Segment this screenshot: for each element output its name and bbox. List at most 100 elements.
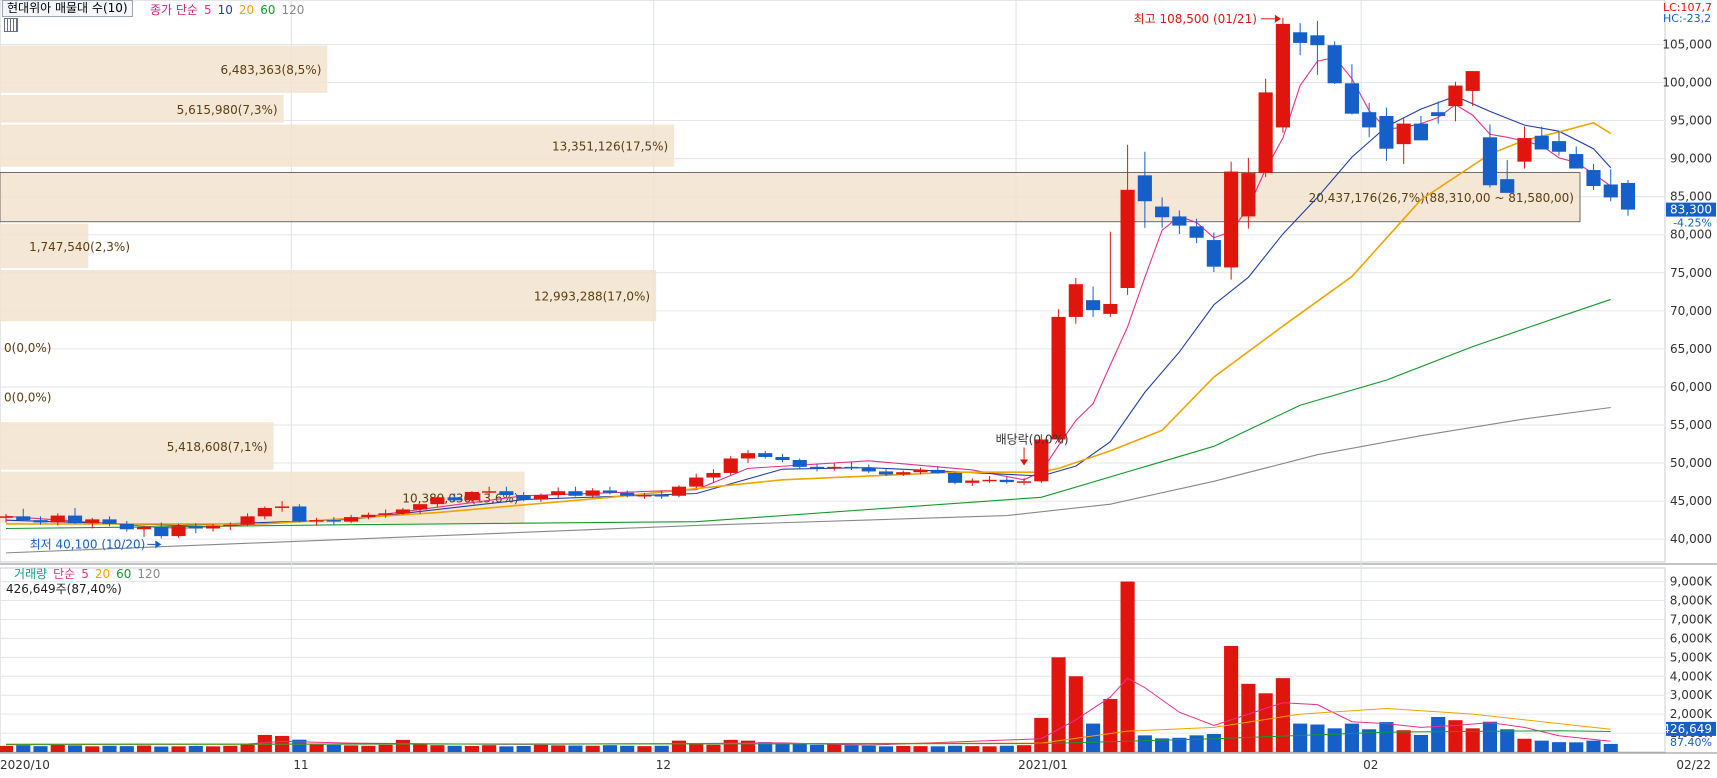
volume-bar <box>1413 734 1429 752</box>
volume-tick-label: 7,000K <box>1670 612 1713 626</box>
volume-bar <box>361 745 376 752</box>
candle-body <box>257 507 272 517</box>
current-volume-label: 426,649 <box>1662 722 1712 736</box>
price-tick-label: 75,000 <box>1670 266 1712 280</box>
volume-bar <box>1431 716 1446 752</box>
candle-body <box>1034 439 1049 482</box>
candle-body <box>205 525 221 529</box>
volume-bar <box>1586 740 1601 752</box>
volume-bar <box>723 739 738 752</box>
volume-bar <box>1241 683 1256 752</box>
candle-body <box>361 514 376 518</box>
candle-body <box>827 466 842 469</box>
price-panel-frame <box>0 0 1666 563</box>
hc-label: HC:-23,2 <box>1663 12 1712 25</box>
price-legend: 종가 단순 5 10 20 60 120 <box>150 1 310 18</box>
candle-body <box>171 526 186 537</box>
candle-body <box>654 495 669 497</box>
volume-bar <box>1155 738 1170 752</box>
candle-body <box>395 509 410 514</box>
candle-body <box>1551 141 1567 152</box>
volume-bar <box>775 743 790 752</box>
volume-bar <box>982 746 997 752</box>
price-tick-label: 65,000 <box>1670 342 1712 356</box>
volume-bar <box>1396 730 1411 752</box>
volume-bar <box>499 746 514 752</box>
volume-profile-label: 5,615,980(7,3%) <box>177 103 278 117</box>
volume-bar <box>223 745 238 752</box>
volume-ma-line-60 <box>5 730 1611 745</box>
vlegend-ma20: 20 <box>94 567 111 581</box>
grid-lines <box>0 0 1717 754</box>
legend-ma120: 120 <box>281 3 305 17</box>
candle-body <box>1172 216 1187 226</box>
candle-body <box>947 472 963 483</box>
volume-bar <box>1068 676 1083 752</box>
volume-bar <box>1482 721 1498 752</box>
candle-body <box>50 515 65 523</box>
volume-bar <box>1051 657 1066 752</box>
candle-body <box>119 523 134 530</box>
candle-body <box>809 466 825 469</box>
volume-bar <box>551 745 566 752</box>
candle-body <box>499 491 514 496</box>
volume-bar <box>447 745 462 752</box>
volume-bar <box>965 746 980 752</box>
volume-profile-label: 5,418,608(7,1%) <box>167 440 268 454</box>
candle-body <box>1258 92 1273 174</box>
candle-body <box>413 504 428 510</box>
candle-body <box>1241 173 1256 217</box>
candle-body <box>275 506 290 508</box>
candle-body <box>602 490 618 493</box>
volume-bar <box>1362 729 1377 752</box>
candle-body <box>620 492 635 496</box>
candle-body <box>154 526 169 537</box>
candle-body <box>671 486 687 496</box>
candles <box>0 17 1636 539</box>
candle-body <box>689 477 704 487</box>
chart-title[interactable]: 현대위아 매물대 수(10) <box>2 0 133 17</box>
volume-bar <box>1569 742 1584 752</box>
volume-bar <box>344 745 359 752</box>
candle-body <box>1051 316 1066 440</box>
volume-bar <box>878 746 894 752</box>
high-annotation: 최고 108,500 (01/21) <box>1134 12 1257 26</box>
volume-bar <box>1137 735 1152 752</box>
volume-bar <box>671 740 687 752</box>
volume-bar <box>240 744 255 752</box>
candle-body <box>775 456 790 461</box>
candle-body <box>1448 85 1463 107</box>
candle-body <box>1379 115 1394 149</box>
volume-profile-label: 6,483,363(8,5%) <box>220 63 321 77</box>
volume-profile-bar <box>0 171 1581 223</box>
grid-toggle-icon[interactable] <box>4 18 18 32</box>
candle-body <box>1482 137 1498 186</box>
candle-body <box>533 495 548 500</box>
annotations: 최고 108,500 (01/21) 최저 40,100 (10/20) 배당락(0… <box>30 12 1281 551</box>
volume-legend: 거래량 단순 5 20 60 120 <box>14 565 166 582</box>
volume-bars <box>0 581 1618 752</box>
candle-body <box>430 497 445 505</box>
candle-body <box>844 466 859 469</box>
volume-bar <box>1086 723 1101 752</box>
legend-ma20: 20 <box>238 3 255 17</box>
candle-body <box>585 490 600 496</box>
candle-body <box>913 469 928 473</box>
ma-line-120 <box>5 406 1611 554</box>
current-volume-tag <box>1666 721 1716 736</box>
volume-info: 426,649주(87,40%) <box>6 582 122 596</box>
x-tick-label: 02 <box>1363 758 1378 772</box>
volume-bar <box>1258 693 1273 752</box>
candle-body <box>1586 170 1601 187</box>
candle-body <box>16 516 31 521</box>
volume-bar <box>482 745 497 752</box>
volume-bar <box>50 744 65 752</box>
volume-bar <box>430 745 445 752</box>
volume-bar <box>620 745 635 752</box>
candle-body <box>758 453 773 457</box>
vlegend-ma120: 120 <box>137 567 161 581</box>
volume-bar <box>533 744 548 752</box>
volume-profile-label: 0(0,0%) <box>4 390 51 404</box>
volume-bar <box>1465 728 1480 752</box>
